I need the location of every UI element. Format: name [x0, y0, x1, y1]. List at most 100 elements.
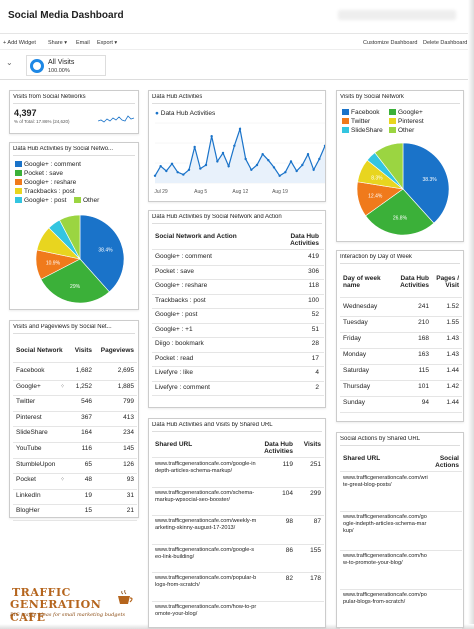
row-divider [13, 426, 137, 428]
table-row-label: Thursday [343, 383, 371, 390]
data-point[interactable] [216, 160, 219, 163]
social-actions-widget: Social Actions by Shared URL Shared URL S… [336, 432, 465, 629]
data-point[interactable] [221, 151, 225, 155]
data-point[interactable] [278, 174, 281, 177]
data-point[interactable] [182, 173, 185, 176]
table-row-label: Friday [343, 335, 362, 342]
data-point[interactable] [295, 169, 298, 173]
network-share-icon[interactable]: ⁘ [60, 477, 66, 484]
email-button[interactable]: Email [76, 40, 90, 46]
data-point[interactable] [238, 127, 242, 131]
legend-swatch [15, 161, 22, 167]
table-row-label: Pinterest [16, 413, 42, 421]
data-point[interactable] [261, 153, 264, 156]
table-row-label: Google+ : +1 [155, 325, 193, 333]
date-range-selector[interactable] [338, 10, 456, 20]
x-tick-label: Jul 29 [154, 189, 168, 195]
widget-title: Data Hub Activities and Visits by Shared… [152, 422, 273, 428]
social-actions-table: Shared URL Social Actions www.trafficgener… [337, 433, 465, 629]
header-divider [152, 457, 324, 458]
data-point[interactable] [244, 157, 247, 161]
table-row-label: www.trafficgenerationcafe.com/weekly-mar… [155, 518, 257, 532]
pie-slice-label: 10.9% [46, 261, 61, 267]
pie-slice[interactable] [374, 142, 404, 190]
row-divider [152, 380, 324, 382]
segment-all-visits[interactable]: All Visits 100.00% [26, 55, 106, 76]
legend-item: Other [389, 127, 414, 134]
data-point[interactable] [176, 171, 179, 174]
pie-slice[interactable] [59, 214, 81, 260]
table-row-label: Twitter [16, 398, 36, 406]
data-point[interactable] [193, 145, 196, 149]
customize-dashboard-button[interactable]: Customize Dashboard [363, 40, 418, 46]
table-row-label: www.trafficgenerationcafe.com/write-grea… [343, 475, 428, 489]
column-header: Data Hub Activities [400, 275, 429, 289]
data-point[interactable] [318, 157, 321, 161]
page-title: Social Media Dashboard [8, 10, 124, 21]
data-point[interactable] [159, 165, 162, 168]
pie-slice[interactable] [40, 258, 110, 304]
data-point[interactable] [323, 144, 325, 147]
legend-swatch [74, 197, 81, 203]
visits-by-network-widget: Visits by Social Network Facebook Google+… [336, 90, 464, 242]
legend-item: SlideShare [342, 127, 383, 134]
export-button[interactable]: Export ▾ [97, 40, 118, 46]
table-cell: 2 [315, 383, 319, 391]
column-header: Data Hub Activities [290, 233, 319, 247]
data-point[interactable] [284, 171, 287, 174]
add-widget-button[interactable]: + Add Widget [3, 40, 36, 46]
pie-slice-label: 38.3% [423, 177, 438, 183]
table-cell: 241 [418, 303, 429, 310]
data-point[interactable] [187, 168, 191, 171]
data-point[interactable] [267, 159, 270, 162]
data-point[interactable] [312, 168, 315, 171]
table-cell: 19 [84, 491, 92, 499]
row-divider [13, 520, 137, 521]
legend-item: Google+ : post [15, 197, 66, 204]
chevron-down-icon[interactable]: ⌄ [6, 58, 13, 67]
data-point[interactable] [233, 144, 236, 147]
pie-slice[interactable] [365, 188, 435, 236]
pie-slice[interactable] [402, 142, 450, 224]
table-cell: 145 [123, 445, 134, 452]
data-point[interactable] [272, 166, 276, 169]
table-row-label: Google+ [16, 382, 41, 390]
data-point[interactable] [255, 163, 259, 167]
row-divider [152, 293, 324, 295]
widget-title: Visits from Social Networks [13, 94, 86, 100]
data-point[interactable] [199, 167, 202, 170]
data-point[interactable] [227, 165, 230, 168]
table-cell: 546 [81, 398, 92, 406]
row-divider [13, 442, 137, 443]
share-button[interactable]: Share ▾ [48, 40, 67, 46]
pie-slice-label: 29% [70, 284, 81, 290]
data-point[interactable] [165, 169, 168, 173]
table-row-label: Monday [343, 351, 367, 358]
segment-name: All Visits [48, 59, 75, 66]
column-header: Social Actions [435, 455, 459, 469]
table-cell: 86 [285, 546, 293, 554]
data-point[interactable] [250, 168, 253, 171]
data-point[interactable] [289, 160, 293, 163]
data-point[interactable] [210, 135, 213, 138]
dashboard-toolbar: + Add Widget Share ▾ Email Export ▾ Cust… [0, 38, 468, 50]
visits-widget: Visits from Social Networks 4,397 % of T… [9, 90, 139, 134]
legend-item: Trackbacks : post [15, 188, 75, 195]
line-area [155, 129, 325, 183]
widget-title: Social Actions by Shared URL [340, 436, 421, 442]
data-point[interactable] [306, 153, 310, 156]
data-point[interactable] [153, 174, 157, 177]
table-cell: 210 [418, 319, 429, 326]
pie-slice[interactable] [79, 214, 125, 293]
legend-swatch [389, 109, 396, 115]
network-share-icon[interactable]: ⁘ [60, 383, 66, 390]
widget-title: Visits and Pageviews by Social Net... [13, 324, 112, 330]
row-divider [152, 308, 324, 309]
delete-dashboard-button[interactable]: Delete Dashboard [423, 40, 468, 46]
table-cell: 118 [308, 282, 319, 289]
data-point[interactable] [301, 163, 304, 167]
table-cell: 413 [123, 413, 134, 421]
data-point[interactable] [170, 162, 174, 165]
data-point[interactable] [204, 163, 208, 167]
widget-title: Data Hub Activities by Social Netwo... [13, 146, 114, 152]
